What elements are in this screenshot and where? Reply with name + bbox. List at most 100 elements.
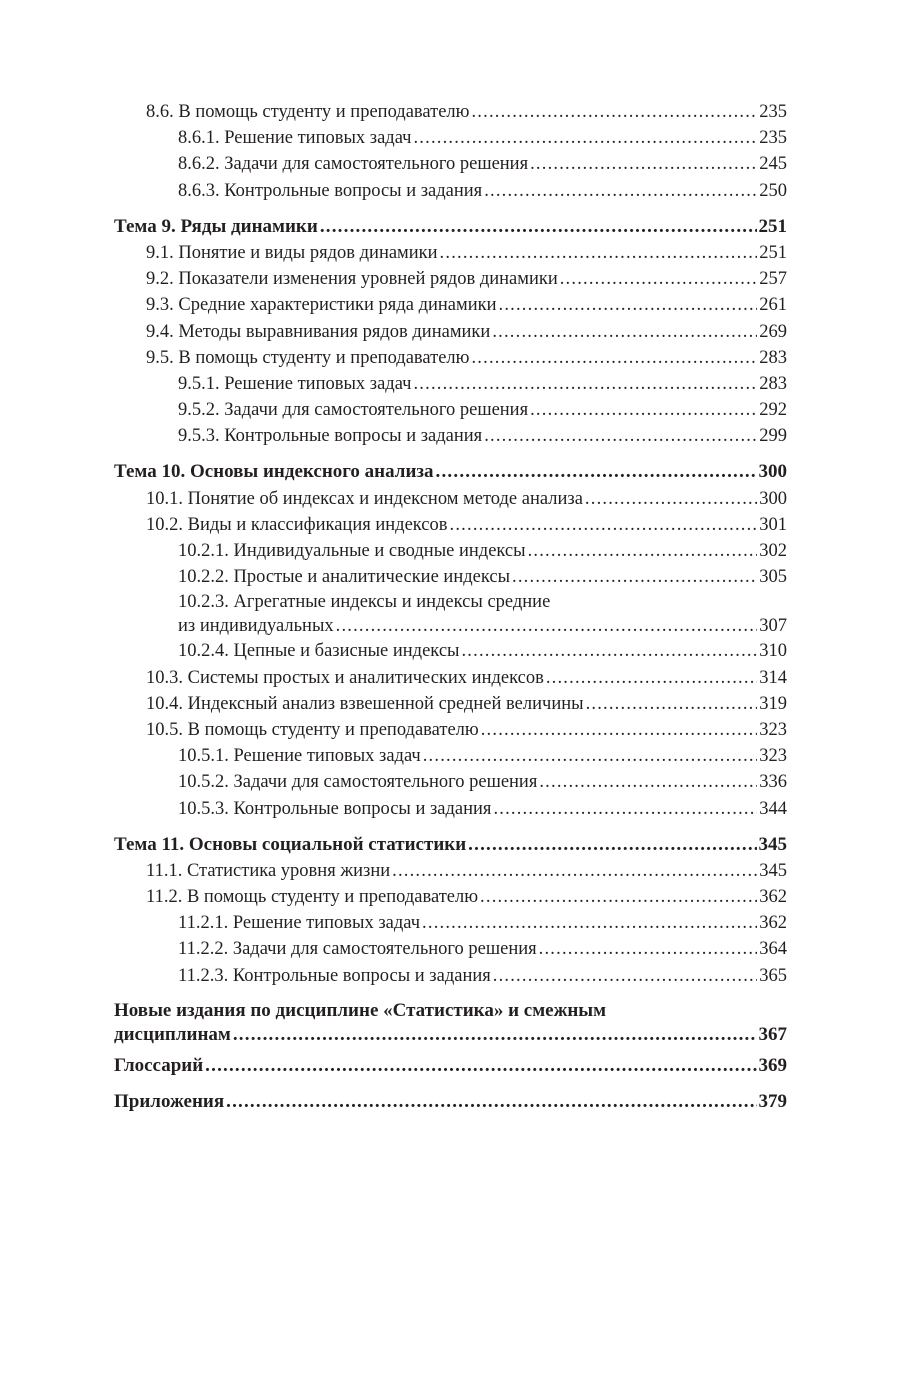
toc-page-number: 301 xyxy=(759,514,787,535)
dot-leader xyxy=(468,832,756,858)
toc-page-number: 344 xyxy=(759,798,787,819)
dot-leader xyxy=(484,178,757,204)
toc-entry-title: 10.3. Системы простых и аналитических ин… xyxy=(146,667,544,688)
dot-leader xyxy=(450,512,758,538)
toc-page-number: 365 xyxy=(759,965,787,986)
toc-page-number: 323 xyxy=(759,719,787,740)
toc-entry[interactable]: Тема 9. Ряды динамики 251 xyxy=(114,214,787,240)
toc-entry-title: Новые издания по дисциплине «Статистика»… xyxy=(114,999,607,1021)
dot-leader xyxy=(586,691,758,717)
toc-entry[interactable]: 10.5.2. Задачи для самостоятельного реше… xyxy=(114,769,787,795)
toc-entry-title: 11.1. Статистика уровня жизни xyxy=(146,860,391,881)
dot-leader xyxy=(392,858,757,884)
toc-entry[interactable]: 10.5.3. Контрольные вопросы и задания 344 xyxy=(114,796,787,822)
toc-entry[interactable]: 10.5.1. Решение типовых задач 323 xyxy=(114,743,787,769)
dot-leader xyxy=(512,564,757,590)
toc-entry-title: 10.1. Понятие об индексах и индексном ме… xyxy=(146,488,583,509)
toc-page-number: 235 xyxy=(759,102,787,122)
dot-leader xyxy=(413,125,757,151)
toc-entry[interactable]: 10.4. Индексный анализ взвешенной средне… xyxy=(114,691,787,717)
toc-entry-title: 10.4. Индексный анализ взвешенной средне… xyxy=(146,693,584,714)
toc-entry[interactable]: 9.5.3. Контрольные вопросы и задания 299 xyxy=(114,423,787,449)
dot-leader xyxy=(440,240,758,266)
toc-entry-title: 10.5. В помощь студенту и преподавателю xyxy=(146,719,479,740)
toc-page-number: 235 xyxy=(759,128,787,149)
toc-entry[interactable]: 10.2.4. Цепные и базисные индексы 310 xyxy=(114,638,787,664)
toc-entry[interactable]: 8.6.3. Контрольные вопросы и задания 250 xyxy=(114,178,787,204)
toc-entry[interactable]: Тема 11. Основы социальной статистики 345 xyxy=(114,832,787,858)
toc-entry[interactable]: Тема 10. Основы индексного анализа 300 xyxy=(114,459,787,485)
toc-entry-title: 9.4. Методы выравнивания рядов динамики xyxy=(146,321,491,342)
toc-page-number: 245 xyxy=(759,154,787,175)
dot-leader xyxy=(585,486,757,512)
toc-page-number: 299 xyxy=(759,426,787,447)
dot-leader xyxy=(528,538,758,564)
toc-entry[interactable]: 8.6. В помощь студенту и преподавателю 23… xyxy=(114,99,787,125)
toc-page-number: 302 xyxy=(759,541,787,561)
toc-entry-title: 11.2.1. Решение типовых задач xyxy=(178,913,421,934)
toc-entry[interactable]: 10.2.1. Индивидуальные и сводные индексы… xyxy=(114,538,787,564)
toc-entry[interactable]: 9.1. Понятие и виды рядов динамики 251 xyxy=(114,240,787,266)
toc-entry[interactable]: 8.6.1. Решение типовых задач 235 xyxy=(114,125,787,151)
toc-entry-title: Приложения xyxy=(114,1091,225,1112)
dot-leader xyxy=(493,963,758,989)
toc-entry[interactable]: 11.1. Статистика уровня жизни 345 xyxy=(114,858,787,884)
toc-entry-title: Тема 9. Ряды динамики xyxy=(114,215,318,237)
toc-entry[interactable]: 9.2. Показатели изменения уровней рядов … xyxy=(114,266,787,292)
toc-entry[interactable]: из индивидуальных 307 xyxy=(114,614,787,638)
dot-leader xyxy=(530,397,757,423)
toc-page-number: 251 xyxy=(758,215,788,237)
dot-leader xyxy=(484,423,757,449)
toc-entry-title: 10.2.1. Индивидуальные и сводные индексы xyxy=(178,541,526,561)
toc-entry-title: 10.2. Виды и классификация индексов xyxy=(146,514,448,535)
dot-leader xyxy=(560,266,758,292)
dot-leader xyxy=(461,638,757,664)
toc-page-number: 292 xyxy=(759,400,787,421)
toc-entry-line: Новые издания по дисциплине «Статистика»… xyxy=(114,999,787,1023)
dot-leader xyxy=(205,1053,756,1079)
dot-leader xyxy=(233,1023,757,1047)
toc-page-number: 283 xyxy=(759,347,787,368)
toc-entry-title: 11.2.2. Задачи для самостоятельного реше… xyxy=(178,939,537,960)
toc-entry[interactable]: 11.2. В помощь студенту и преподавателю 3… xyxy=(114,884,787,910)
dot-leader xyxy=(539,936,758,962)
toc-entry-title: 8.6.2. Задачи для самостоятельного решен… xyxy=(178,154,529,175)
toc-entry-title: Тема 11. Основы социальной статистики xyxy=(114,833,467,855)
toc-entry[interactable]: 9.5.2. Задачи для самостоятельного решен… xyxy=(114,397,787,423)
dot-leader xyxy=(539,769,757,795)
toc-entry[interactable]: 10.1. Понятие об индексах и индексном ме… xyxy=(114,486,787,512)
toc-page-number: 283 xyxy=(759,373,787,394)
toc-entry[interactable]: 10.2.2. Простые и аналитические индексы 3… xyxy=(114,564,787,590)
table-of-contents: 8.6. В помощь студенту и преподавателю 23… xyxy=(114,99,787,1115)
toc-page-number: 300 xyxy=(759,488,787,509)
toc-page-number: 345 xyxy=(759,860,787,881)
toc-page-number: 362 xyxy=(759,887,787,908)
toc-page-number: 257 xyxy=(759,269,787,290)
toc-entry[interactable]: 9.5.1. Решение типовых задач 283 xyxy=(114,371,787,397)
dot-leader xyxy=(480,884,757,910)
toc-entry-title: 10.5.1. Решение типовых задач xyxy=(178,746,421,767)
toc-entry[interactable]: 11.2.3. Контрольные вопросы и задания 365 xyxy=(114,963,787,989)
toc-entry-line: 10.2.3. Агрегатные индексы и индексы сре… xyxy=(114,590,787,614)
toc-entry[interactable]: 10.2. Виды и классификация индексов 301 xyxy=(114,512,787,538)
toc-entry[interactable]: Глоссарий 369 xyxy=(114,1053,787,1079)
dot-leader xyxy=(471,99,757,125)
toc-entry[interactable]: 10.3. Системы простых и аналитических ин… xyxy=(114,665,787,691)
toc-entry[interactable]: 10.5. В помощь студенту и преподавателю 3… xyxy=(114,717,787,743)
toc-entry[interactable]: 8.6.2. Задачи для самостоятельного решен… xyxy=(114,151,787,177)
toc-entry[interactable]: 9.5. В помощь студенту и преподавателю 28… xyxy=(114,345,787,371)
toc-entry[interactable]: дисциплинам 367 xyxy=(114,1023,787,1047)
toc-entry[interactable]: 11.2.2. Задачи для самостоятельного реше… xyxy=(114,936,787,962)
toc-entry-title: 8.6.1. Решение типовых задач xyxy=(178,128,412,149)
toc-entry[interactable]: 9.4. Методы выравнивания рядов динамики 2… xyxy=(114,319,787,345)
dot-leader xyxy=(492,319,757,345)
toc-entry[interactable]: 9.3. Средние характеристики ряда динамик… xyxy=(114,292,787,318)
toc-page-number: 269 xyxy=(759,321,787,342)
dot-leader xyxy=(530,151,757,177)
dot-leader xyxy=(413,371,757,397)
toc-page-number: 314 xyxy=(759,667,787,688)
dot-leader xyxy=(471,345,757,371)
toc-entry[interactable]: 11.2.1. Решение типовых задач 362 xyxy=(114,910,787,936)
toc-entry-title: 10.2.4. Цепные и базисные индексы xyxy=(178,641,460,662)
toc-entry[interactable]: Приложения 379 xyxy=(114,1089,787,1115)
